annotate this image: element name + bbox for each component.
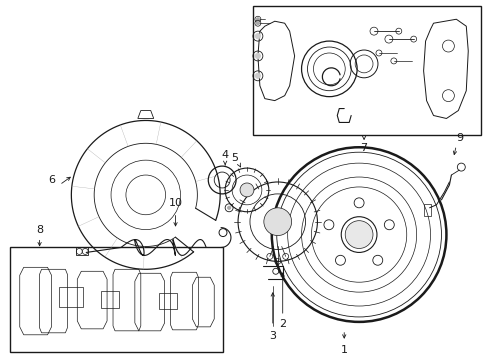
Text: 2: 2 (279, 319, 285, 329)
Text: 10: 10 (168, 198, 182, 208)
Circle shape (227, 206, 230, 209)
Text: 3: 3 (269, 331, 276, 341)
Circle shape (335, 255, 345, 265)
Circle shape (323, 220, 333, 230)
Bar (10, 247, 223, 352)
Bar (101, 291, 119, 308)
Circle shape (256, 18, 259, 21)
Circle shape (256, 22, 259, 25)
Text: 1: 1 (340, 345, 347, 355)
Circle shape (372, 255, 382, 265)
Circle shape (384, 220, 393, 230)
Circle shape (255, 54, 260, 58)
Circle shape (255, 73, 260, 78)
Bar (60, 287, 83, 307)
Bar (423, 204, 429, 216)
Text: 8: 8 (36, 225, 43, 235)
Bar (76, 247, 88, 255)
Circle shape (255, 33, 260, 39)
Bar (158, 293, 176, 309)
Text: 4: 4 (221, 150, 228, 160)
Text: 5: 5 (231, 153, 238, 163)
Text: 9: 9 (455, 133, 462, 143)
Bar (252, 6, 480, 135)
Text: 6: 6 (48, 175, 55, 185)
Circle shape (240, 183, 253, 197)
Circle shape (345, 221, 372, 248)
Circle shape (353, 198, 364, 208)
Text: 7: 7 (360, 143, 367, 153)
Circle shape (264, 208, 291, 235)
